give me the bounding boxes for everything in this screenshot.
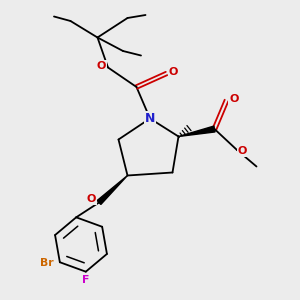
Polygon shape bbox=[97, 176, 128, 205]
Text: Br: Br bbox=[40, 258, 54, 268]
Polygon shape bbox=[178, 126, 215, 136]
Text: O: O bbox=[238, 146, 247, 157]
Text: O: O bbox=[229, 94, 239, 104]
Text: O: O bbox=[87, 194, 96, 204]
Text: O: O bbox=[168, 67, 178, 77]
Text: F: F bbox=[82, 275, 89, 285]
Text: O: O bbox=[97, 61, 106, 71]
Text: N: N bbox=[145, 112, 155, 125]
